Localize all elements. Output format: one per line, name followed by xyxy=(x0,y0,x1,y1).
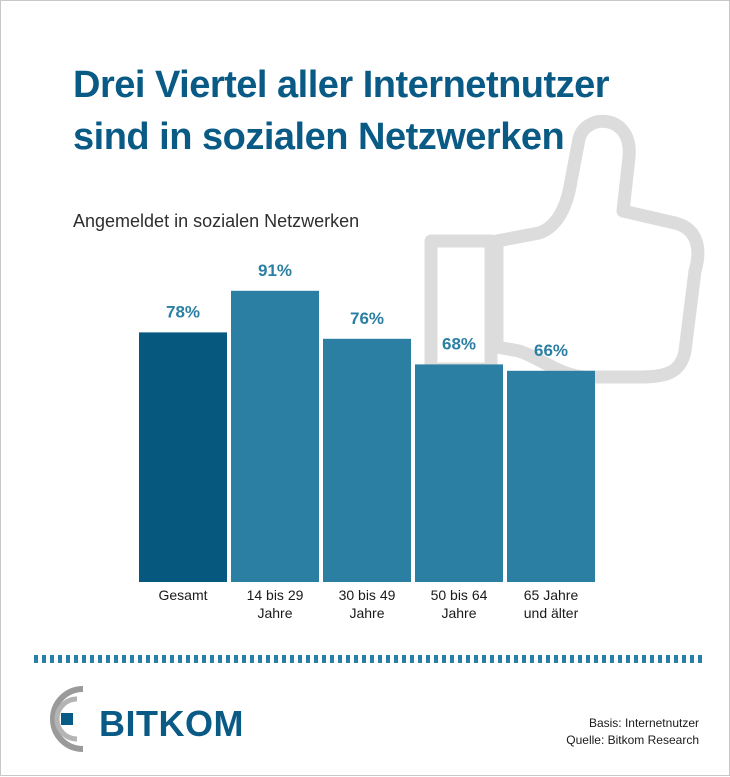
category-label-1-1: Jahre xyxy=(257,605,292,621)
bar-0 xyxy=(139,332,227,582)
category-label-0-0: Gesamt xyxy=(158,587,207,603)
value-label-1: 91% xyxy=(258,261,292,280)
category-label-3-1: Jahre xyxy=(441,605,476,621)
value-label-4: 66% xyxy=(534,341,568,360)
category-label-4-0: 65 Jahre xyxy=(524,587,579,603)
bar-4 xyxy=(507,370,595,582)
source-text: Quelle: Bitkom Research xyxy=(566,733,699,747)
bar-1 xyxy=(231,290,319,582)
dashed-divider xyxy=(34,655,704,663)
value-label-0: 78% xyxy=(166,302,200,321)
bar-2 xyxy=(323,338,411,582)
chart-subtitle: Angemeldet in sozialen Netzwerken xyxy=(73,211,360,231)
title-line-2: sind in sozialen Netzwerken xyxy=(73,116,565,158)
source-note: Basis: Internetnutzer Quelle: Bitkom Res… xyxy=(566,715,699,749)
basis-text: Basis: Internetnutzer xyxy=(588,716,699,730)
value-label-2: 76% xyxy=(350,309,384,328)
page-title: Drei Viertel aller Internetnutzer sind i… xyxy=(73,59,713,163)
logo-text: BITKOM xyxy=(99,703,244,744)
bar-3 xyxy=(415,364,503,582)
category-label-4-1: und älter xyxy=(524,605,579,621)
bitkom-logo xyxy=(50,686,84,752)
category-label-1-0: 14 bis 29 xyxy=(247,587,304,603)
bar-chart: 78% Gesamt 91% 14 bis 29 Jahre 76% 30 bis 49 Ja… xyxy=(139,261,595,621)
value-label-3: 68% xyxy=(442,334,476,353)
category-label-3-0: 50 bis 64 xyxy=(431,587,488,603)
category-label-2-1: Jahre xyxy=(349,605,384,621)
title-line-1: Drei Viertel aller Internetnutzer xyxy=(73,64,610,106)
category-label-2-0: 30 bis 49 xyxy=(339,587,396,603)
